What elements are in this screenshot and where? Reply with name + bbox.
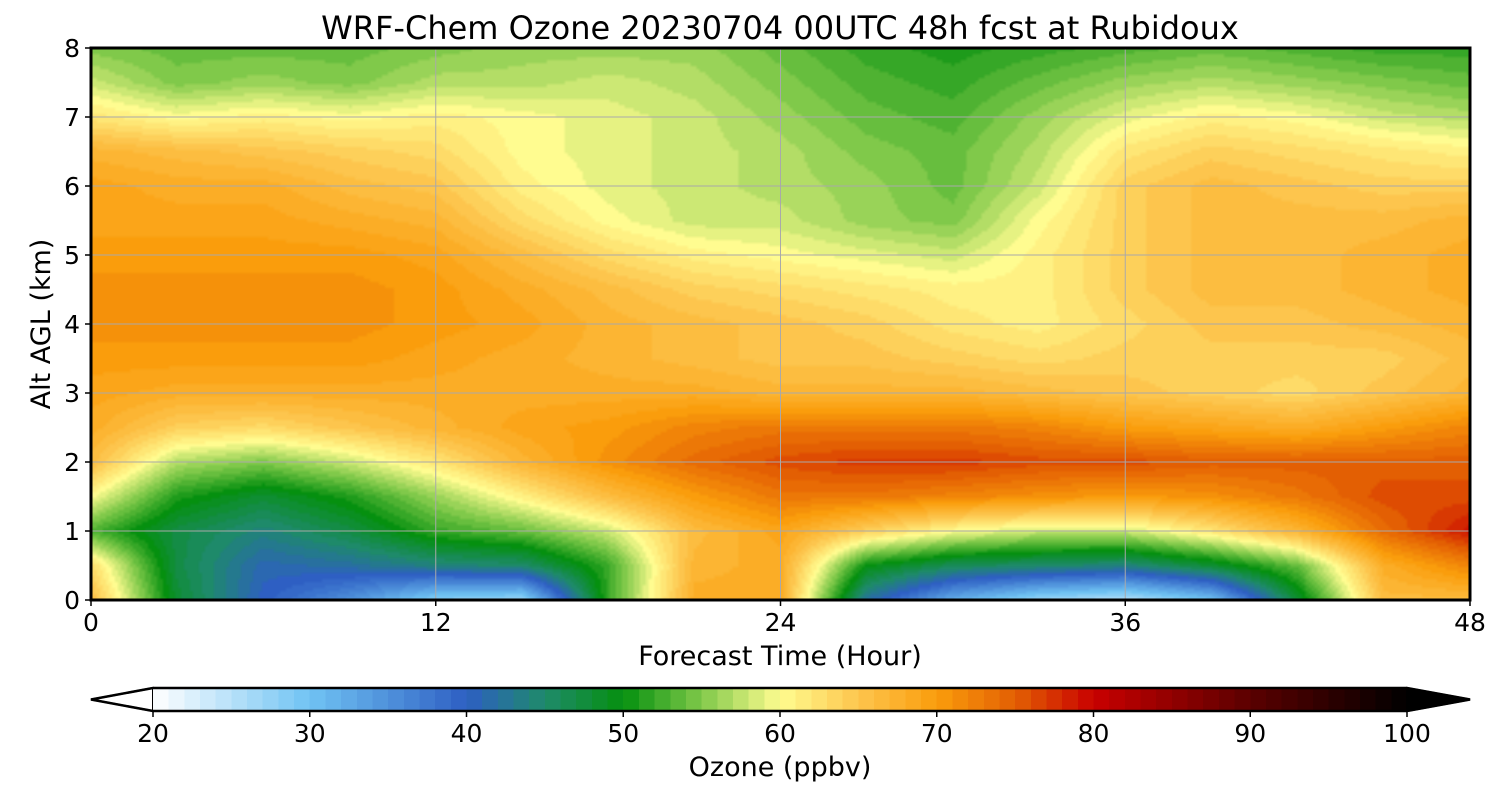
colorbar-tick-label: 100: [1383, 719, 1431, 748]
chart-title: WRF-Chem Ozone 20230704 00UTC 48h fcst a…: [321, 9, 1239, 47]
colorbar-tick-label: 30: [294, 719, 326, 748]
colorbar-tick-label: 20: [137, 719, 169, 748]
y-tick-label: 7: [64, 103, 80, 132]
colorbar-high-extension: [1406, 686, 1471, 713]
x-tick-label: 12: [420, 608, 452, 637]
x-tick-label: 24: [765, 608, 797, 637]
y-tick-label: 2: [64, 448, 80, 477]
x-tick-label: 48: [1454, 608, 1486, 637]
y-tick-label: 5: [64, 241, 80, 270]
colorbar-tick-label: 70: [921, 719, 953, 748]
y-axis: 0 1 2 3 4 5 6 7 8: [64, 34, 91, 615]
colorbar-label: Ozone (ppbv): [689, 752, 872, 783]
colorbar-tick-label: 80: [1078, 719, 1110, 748]
y-tick-label: 6: [64, 172, 80, 201]
x-tick-label: 0: [83, 608, 99, 637]
y-axis-label: Alt AGL (km): [26, 239, 57, 410]
y-tick-label: 0: [64, 586, 80, 615]
x-tick-label: 36: [1109, 608, 1141, 637]
plot-area: [89, 46, 1472, 602]
colorbar-tick-label: 90: [1234, 719, 1266, 748]
colorbar-low-extension: [90, 686, 154, 713]
colorbar-ticks: 20 30 40 50 60 70 80 90 100: [137, 711, 1431, 748]
y-tick-label: 3: [64, 379, 80, 408]
colorbar: 20 30 40 50 60 70 80 90 100 Ozone (ppbv): [90, 686, 1471, 783]
x-axis: 0 12 24 36 48: [83, 600, 1486, 637]
colorbar-tick-label: 40: [451, 719, 483, 748]
colorbar-tick-label: 50: [607, 719, 639, 748]
colorbar-tick-label: 60: [764, 719, 796, 748]
x-axis-label: Forecast Time (Hour): [638, 641, 922, 672]
y-tick-label: 1: [64, 517, 80, 546]
y-tick-label: 4: [64, 310, 80, 339]
y-tick-label: 8: [64, 34, 80, 63]
colorbar-bar: [153, 688, 1407, 711]
